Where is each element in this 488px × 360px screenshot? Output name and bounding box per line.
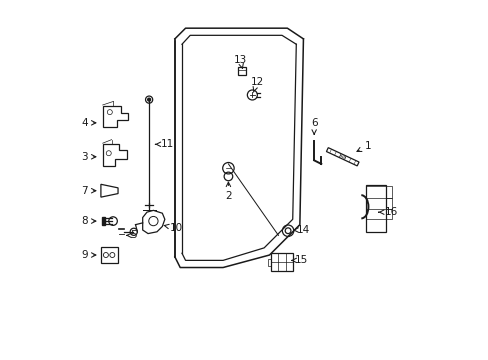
Text: 1: 1: [356, 141, 370, 152]
Text: 5: 5: [127, 230, 137, 240]
Text: 3: 3: [81, 152, 96, 162]
Text: 16: 16: [378, 207, 397, 217]
Text: 8: 8: [81, 216, 96, 226]
Bar: [271, 253, 292, 271]
Text: 6: 6: [310, 118, 317, 134]
Text: 11: 11: [155, 139, 174, 149]
Bar: [385, 186, 391, 198]
Text: 2: 2: [224, 182, 231, 201]
Text: 14: 14: [293, 225, 309, 235]
Bar: [385, 208, 391, 219]
Bar: [102, 217, 105, 225]
Text: 10: 10: [164, 223, 183, 233]
Text: 4: 4: [81, 118, 96, 128]
Bar: [365, 185, 385, 232]
Text: 13: 13: [233, 55, 246, 68]
Text: 9: 9: [81, 250, 96, 260]
Bar: [385, 198, 391, 208]
Text: 15: 15: [291, 255, 307, 265]
Text: 12: 12: [250, 77, 263, 92]
Circle shape: [147, 98, 150, 101]
Bar: [101, 247, 118, 263]
Bar: [267, 258, 271, 266]
Bar: [238, 67, 245, 75]
Text: 7: 7: [81, 186, 96, 196]
